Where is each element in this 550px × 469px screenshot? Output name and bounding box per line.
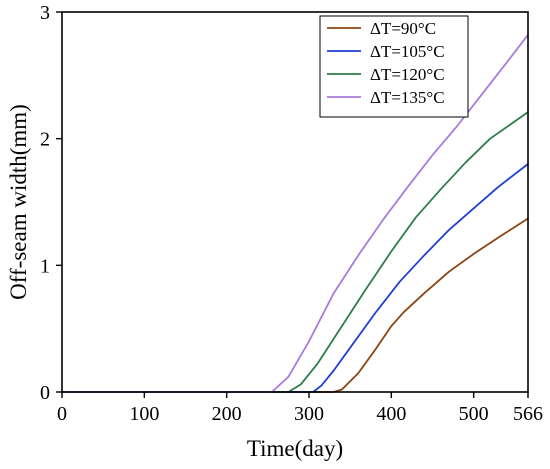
plot-frame [61,11,529,393]
y-tick-label: 0 [40,382,50,404]
series-line-3 [61,33,529,393]
series-line-2 [61,111,529,393]
legend-label-0: ΔT=90°C [370,19,436,38]
y-tick-label: 1 [40,255,50,277]
x-tick-label: 200 [212,403,242,425]
legend-label-3: ΔT=135°C [370,88,445,107]
legend: ΔT=90°C ΔT=105°C ΔT=120°C ΔT=135°C [319,15,469,118]
y-axis-label: Off-seam width(mm) [6,104,31,300]
x-tick-label: 400 [376,403,406,425]
x-tick-label: 300 [294,403,324,425]
axes-layer [61,11,529,393]
legend-label-1: ΔT=105°C [370,42,445,61]
series-line-1 [61,163,529,393]
x-tick-label: 100 [129,403,159,425]
y-tick-label: 2 [40,129,50,151]
legend-label-2: ΔT=120°C [370,65,445,84]
ticks-layer: 0 100 200 300 400 500 566 0 1 2 3 [40,2,543,425]
x-tick-label: 566 [513,403,543,425]
legend-box [319,15,469,118]
x-axis-label: Time(day) [247,436,343,461]
x-tick-label: 500 [459,403,489,425]
y-tick-label: 3 [40,2,50,24]
x-tick-label: 0 [57,403,67,425]
